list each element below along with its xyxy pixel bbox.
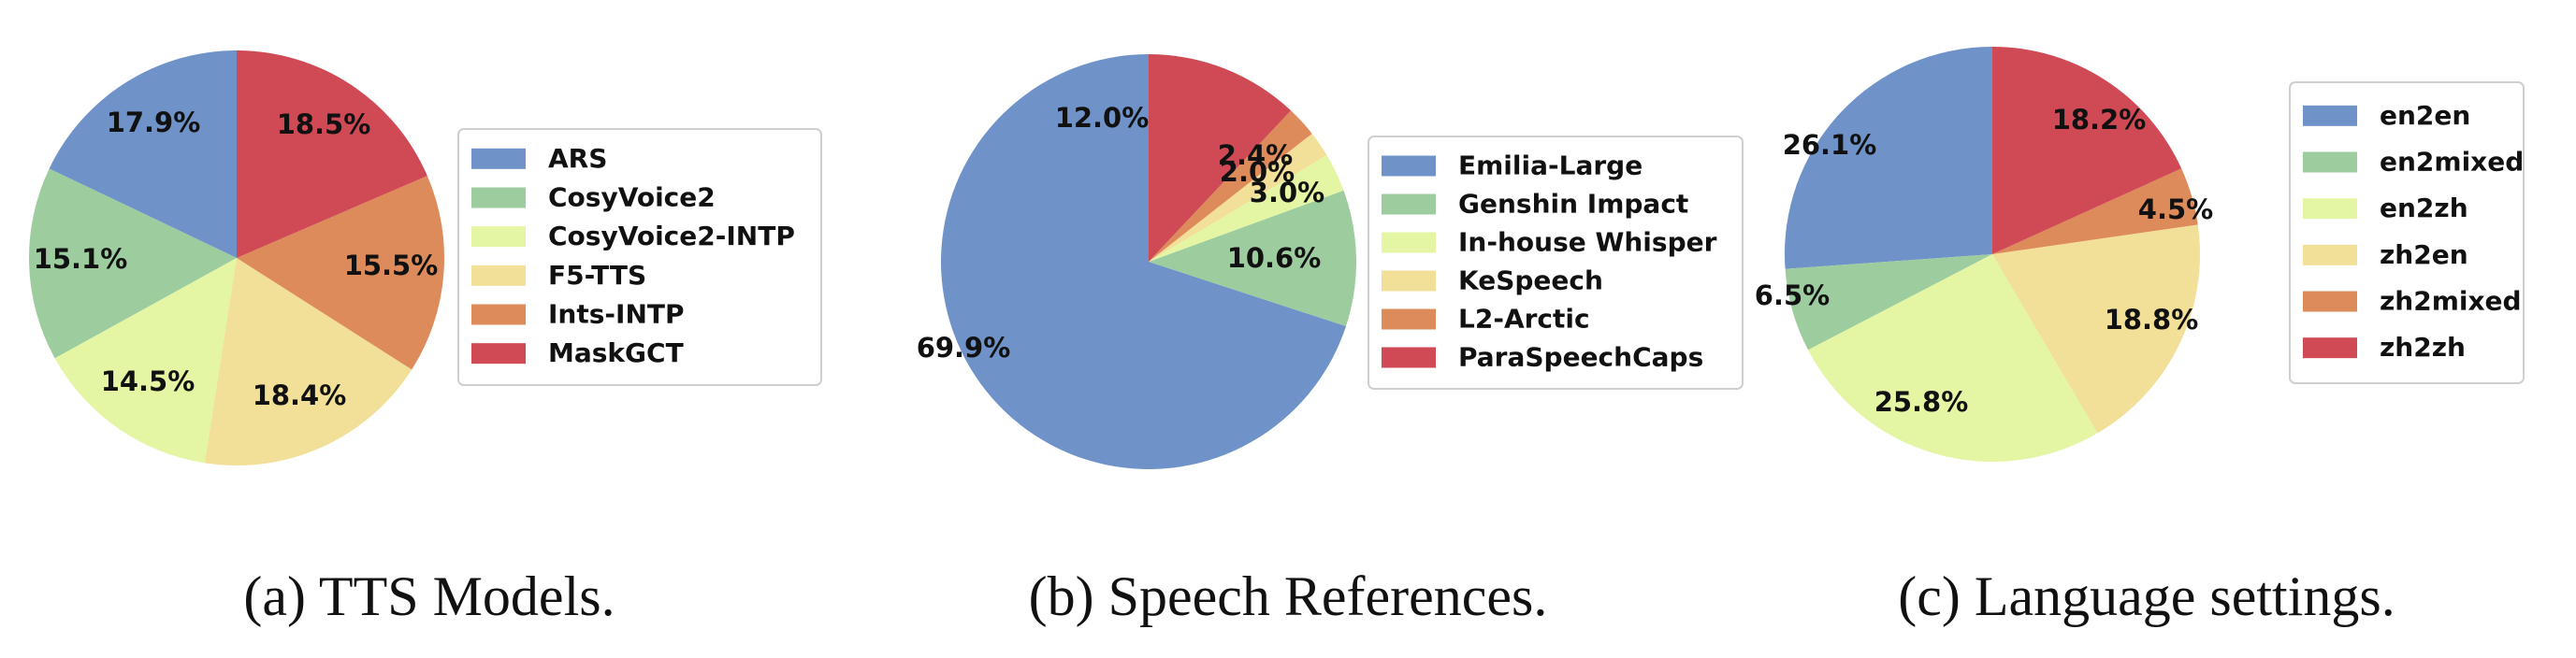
chart-panel-language-settings: 26.1% 6.5% 25.8% 18.8% 4.5% 18.2% en2en en2mixe… (1717, 0, 2576, 658)
legend-swatch-f5-tts (471, 265, 526, 286)
legend-label-cosyvoice2: CosyVoice2 (548, 182, 716, 213)
slice-label-en2mixed: 6.5% (1755, 279, 1830, 311)
slice-label-en2zh: 25.8% (1874, 386, 1969, 418)
slice-label-cosyvoice2: 15.1% (34, 243, 128, 275)
slice-label-zh2zh: 18.2% (2052, 104, 2147, 136)
pie-chart-tts-models: 17.9% 15.1% 14.5% 18.4% 15.5% 18.5% ARS CosyVoi… (28, 50, 822, 465)
legend-frame (457, 128, 822, 386)
pie-slice-l2-arctic (1149, 110, 1312, 262)
legend-swatch-ints-intp (471, 304, 526, 325)
pie-slice-ars (49, 50, 237, 258)
slice-label-genshin-impact: 10.6% (1227, 242, 1322, 274)
legend-label-paraspeechcaps: ParaSpeechCaps (1458, 342, 1703, 373)
legend-label-cosyvoice2-intp: CosyVoice2-INTP (548, 221, 795, 251)
pie-slice-in-house-whisper (1149, 154, 1344, 262)
slice-label-in-house-whisper: 3.0% (1250, 177, 1324, 208)
legend-label-in-house-whisper: In-house Whisper (1458, 227, 1717, 258)
legend-label-en2en: en2en (2380, 100, 2470, 131)
slice-label-en2en: 26.1% (1783, 129, 1877, 161)
pie-slice-zh2mixed (1992, 168, 2198, 254)
caption-language-settings: (c) Language settings. (1898, 565, 2395, 627)
legend-swatch-genshin-impact (1382, 193, 1436, 215)
slice-label-ars: 17.9% (107, 107, 201, 138)
pie-slice-genshin-impact (1149, 190, 1356, 327)
slice-label-cosyvoice2-intp: 14.5% (101, 365, 195, 397)
legend-frame (1368, 136, 1744, 390)
slice-label-paraspeechcaps: 12.0% (1055, 102, 1150, 134)
legend: ARS CosyVoice2 CosyVoice2-INTP F5-TTS Ints-I… (457, 128, 822, 386)
legend-swatch-en2zh (2303, 198, 2357, 220)
pie-chart-language-settings: 26.1% 6.5% 25.8% 18.8% 4.5% 18.2% en2en en2mixe… (1755, 47, 2525, 462)
pie-slice-en2en (1785, 47, 1992, 269)
legend-swatch-en2en (2303, 105, 2357, 126)
pie-slice-cosyvoice2 (28, 168, 238, 359)
slice-label-emilia-large: 69.9% (917, 332, 1011, 364)
legend-swatch-ars (471, 148, 526, 169)
legend-label-ints-intp: Ints-INTP (548, 299, 685, 330)
legend-label-zh2en: zh2en (2380, 239, 2468, 270)
slice-label-zh2mixed: 4.5% (2138, 193, 2213, 225)
pie-slice-ints-intp (237, 176, 444, 370)
legend-label-f5-tts: F5-TTS (548, 260, 646, 291)
slice-label-zh2en: 18.8% (2105, 304, 2199, 336)
legend: Emilia-Large Genshin Impact In-house Whisp… (1368, 136, 1744, 390)
pie-slice-kespeech (1149, 133, 1327, 262)
slice-label-kespeech: 2.0% (1220, 156, 1295, 188)
legend-label-kespeech: KeSpeech (1458, 265, 1603, 296)
legend-swatch-zh2zh (2303, 337, 2357, 359)
pie-slice-f5-tts (204, 258, 412, 465)
pie-slice-paraspeechcaps (1149, 54, 1292, 262)
slice-label-ints-intp: 15.5% (344, 250, 439, 281)
legend-label-maskgct: MaskGCT (548, 337, 684, 368)
pie-slice-maskgct (237, 50, 427, 258)
legend-label-ars: ARS (548, 143, 607, 174)
legend-label-l2-arctic: L2-Arctic (1458, 304, 1590, 335)
legend-swatch-kespeech (1382, 270, 1436, 292)
legend-swatch-en2mixed (2303, 151, 2357, 173)
legend-label-emilia-large: Emilia-Large (1458, 150, 1643, 181)
slice-label-l2-arctic: 2.4% (1218, 139, 1293, 171)
legend-swatch-zh2en (2303, 244, 2357, 265)
legend-swatch-emilia-large (1382, 155, 1436, 177)
caption-speech-references: (b) Speech References. (1028, 565, 1548, 627)
chart-panel-tts-models: 17.9% 15.1% 14.5% 18.4% 15.5% 18.5% ARS CosyVoi… (0, 0, 859, 658)
pie-slice-zh2zh (1992, 47, 2182, 254)
legend-label-en2zh: en2zh (2380, 193, 2468, 223)
legend-swatch-paraspeechcaps (1382, 347, 1436, 368)
pie-slice-cosyvoice2-intp (54, 258, 237, 464)
legend-label-en2mixed: en2mixed (2380, 147, 2524, 178)
pie-slice-emilia-large (941, 54, 1347, 470)
legend-swatch-l2-arctic (1382, 308, 1436, 330)
pie-chart-speech-references: 69.9% 10.6% 3.0%2.0%2.4% 12.0% Emilia-Large G… (917, 54, 1744, 470)
slice-label-maskgct: 18.5% (277, 108, 371, 140)
legend-swatch-cosyvoice2 (471, 187, 526, 208)
legend-swatch-zh2mixed (2303, 291, 2357, 312)
legend-swatch-in-house-whisper (1382, 232, 1436, 253)
pie-slice-zh2en (1992, 224, 2200, 434)
pie-slice-en2zh (1808, 254, 2098, 462)
caption-tts-models: (a) TTS Models. (243, 565, 615, 627)
pie-slice-en2mixed (1785, 254, 1992, 350)
chart-panel-speech-references: 69.9% 10.6% 3.0% 2.0% 2.4% 12.0% Emilia-Large G… (859, 0, 1744, 658)
legend: en2en en2mixed en2zh zh2en zh2mixed zh2zh (2289, 81, 2525, 384)
legend-label-zh2mixed: zh2mixed (2380, 286, 2522, 317)
legend-swatch-cosyvoice2-intp (471, 226, 526, 248)
legend-label-zh2zh: zh2zh (2380, 332, 2466, 363)
legend-label-genshin-impact: Genshin Impact (1458, 189, 1688, 220)
legend-swatch-maskgct (471, 343, 526, 365)
slice-label-f5-tts: 18.4% (253, 379, 347, 411)
